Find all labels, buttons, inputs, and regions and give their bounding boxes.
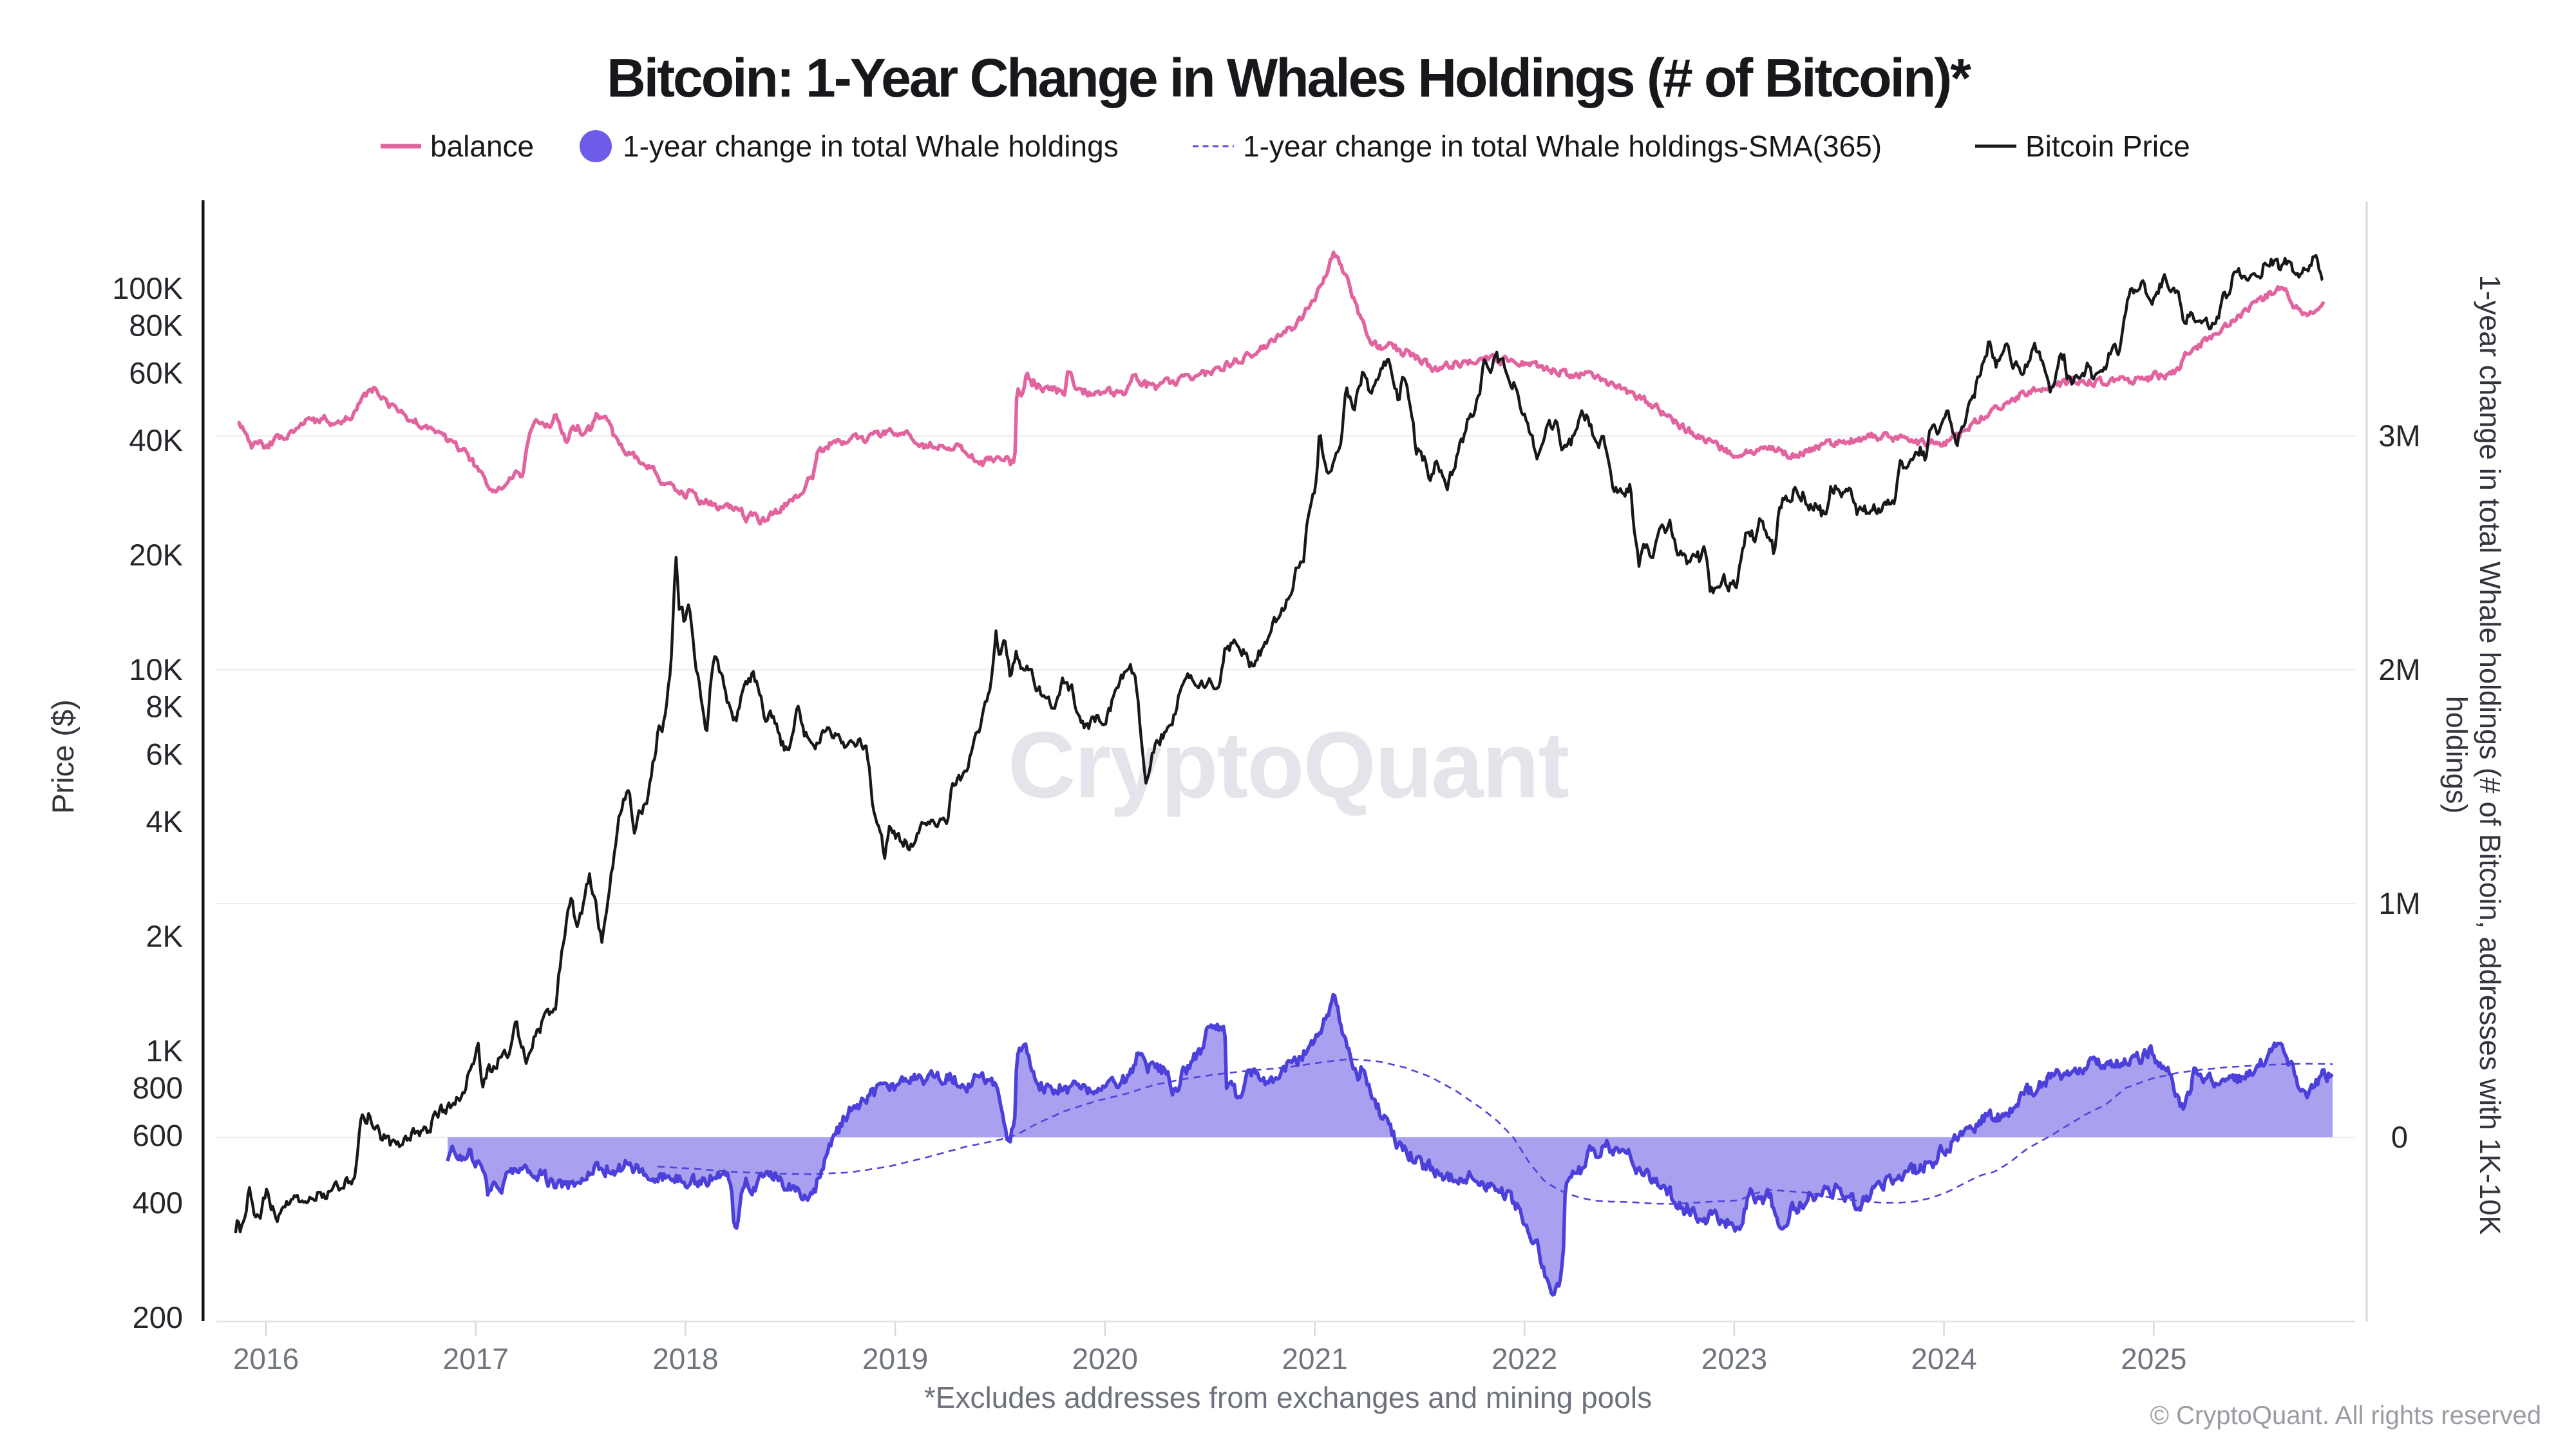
svg-text:6K: 6K: [146, 737, 184, 772]
svg-text:60K: 60K: [129, 356, 183, 390]
svg-text:CryptoQuant: CryptoQuant: [1008, 712, 1569, 817]
svg-text:4K: 4K: [146, 804, 184, 838]
svg-text:20K: 20K: [129, 538, 183, 572]
svg-text:10K: 10K: [129, 652, 183, 687]
svg-text:2025: 2025: [2121, 1342, 2186, 1376]
svg-text:1-year change in total Whale h: 1-year change in total Whale holdings (#…: [2474, 275, 2506, 1235]
svg-text:balance: balance: [430, 129, 534, 163]
svg-text:1-year change in total Whale h: 1-year change in total Whale holdings-SM…: [1243, 129, 1882, 163]
svg-text:40K: 40K: [129, 423, 183, 457]
svg-text:2024: 2024: [1911, 1342, 1976, 1376]
svg-text:2017: 2017: [443, 1342, 509, 1376]
svg-text:600: 600: [133, 1119, 183, 1153]
svg-text:2016: 2016: [233, 1342, 299, 1376]
svg-text:800: 800: [133, 1071, 183, 1105]
svg-text:2022: 2022: [1492, 1342, 1557, 1376]
svg-text:1M: 1M: [2378, 886, 2420, 920]
svg-text:0: 0: [2391, 1120, 2408, 1154]
svg-text:Bitcoin: 1-Year Change in Whal: Bitcoin: 1-Year Change in Whales Holding…: [607, 48, 1971, 108]
svg-text:200: 200: [133, 1300, 183, 1334]
svg-text:2M: 2M: [2378, 652, 2420, 687]
svg-text:2K: 2K: [146, 919, 184, 953]
svg-text:100K: 100K: [112, 271, 183, 305]
svg-text:2021: 2021: [1282, 1342, 1347, 1376]
svg-text:80K: 80K: [129, 308, 183, 343]
svg-text:Bitcoin Price: Bitcoin Price: [2025, 129, 2190, 163]
svg-text:© CryptoQuant. All rights rese: © CryptoQuant. All rights reserved: [2150, 1401, 2542, 1430]
svg-text:2018: 2018: [652, 1342, 718, 1376]
svg-text:1K: 1K: [146, 1034, 184, 1068]
svg-text:2020: 2020: [1072, 1342, 1138, 1376]
svg-text:holdings): holdings): [2440, 696, 2473, 814]
svg-text:1-year change in total Whale h: 1-year change in total Whale holdings: [623, 129, 1119, 163]
svg-text:3M: 3M: [2378, 419, 2420, 453]
svg-text:2019: 2019: [862, 1342, 928, 1376]
svg-text:*Excludes addresses from excha: *Excludes addresses from exchanges and m…: [924, 1381, 1652, 1414]
svg-text:2023: 2023: [1701, 1342, 1767, 1376]
svg-text:400: 400: [133, 1186, 183, 1220]
svg-text:Price ($): Price ($): [46, 699, 80, 814]
svg-text:8K: 8K: [146, 690, 184, 724]
